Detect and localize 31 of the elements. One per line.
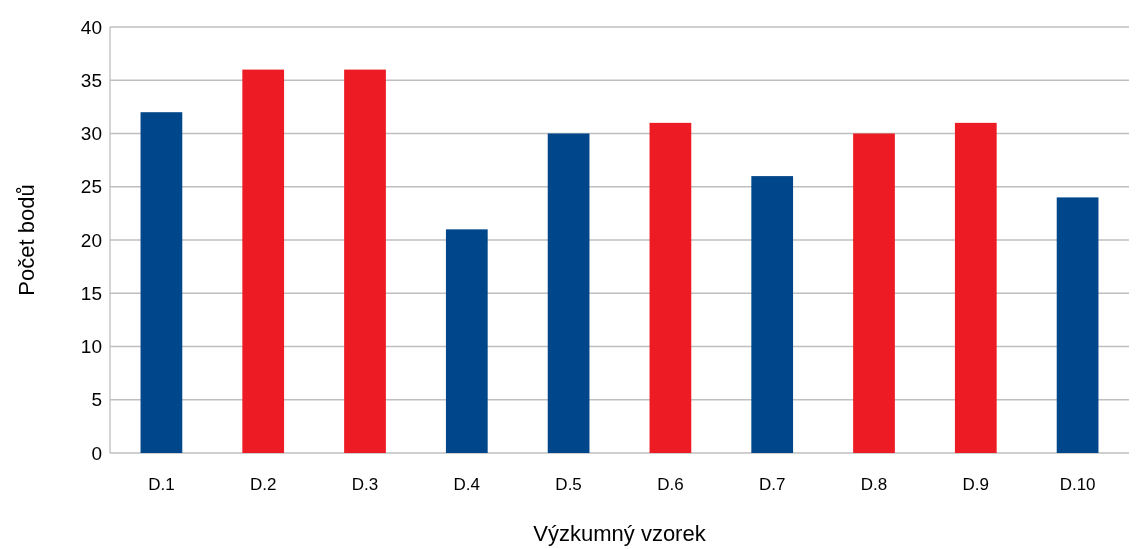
bar [140,112,183,453]
bar [242,69,285,453]
y-tick-label: 25 [80,176,102,198]
bar [1056,197,1099,453]
x-axis-title: Výzkumný vzorek [533,521,707,546]
x-tick-label: D.1 [148,475,175,494]
x-tick-label: D.10 [1059,475,1096,494]
x-tick-label: D.5 [555,475,582,494]
y-tick-label: 20 [80,229,102,251]
bar [649,122,692,453]
y-tick-label: 10 [80,336,102,358]
bar [445,229,488,453]
y-tick-label: 40 [80,16,102,38]
y-axis-title: Počet bodů [14,184,39,296]
y-tick-label: 0 [91,442,102,464]
bar [547,133,590,453]
x-tick-label: D.9 [962,475,990,494]
bar [853,133,895,453]
bar [751,176,794,453]
x-tick-label: D.6 [657,475,684,494]
y-tick-label: 15 [80,282,102,304]
y-tick-label: 5 [91,389,102,411]
x-tick-label: D.2 [249,475,277,494]
x-tick-label: D.3 [351,475,379,494]
bar [954,122,997,453]
y-tick-label: 35 [80,69,102,91]
x-tick-label: D.4 [453,475,481,494]
x-tick-label: D.7 [758,475,786,494]
y-tick-label: 30 [80,123,102,145]
x-tick-label: D.8 [860,475,888,494]
bar [344,69,386,453]
